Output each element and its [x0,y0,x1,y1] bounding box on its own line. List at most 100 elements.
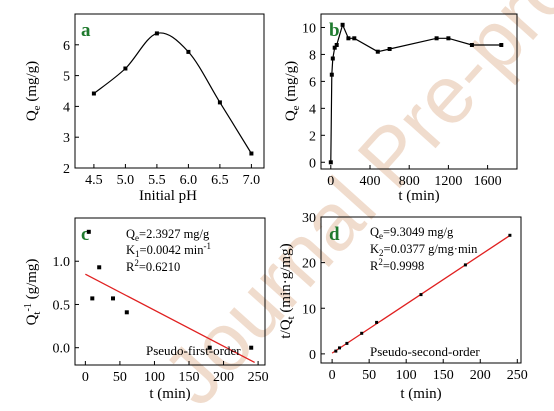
data-point [97,265,102,270]
r2-annotation-c: R2=0.6210 [126,258,180,274]
ticks-a: 4.5 5.0 5.5 6.0 6.5 7.0 2 3 4 5 6 [63,39,260,188]
x-tick-label: 250 [507,368,528,383]
x-tick-label: 100 [396,368,417,383]
qe-annotation-c: Qe=2.3927 mg/g [126,227,210,243]
x-axis-title-d: t (min) [400,386,441,402]
y-tick-label: 6 [63,39,70,54]
data-point [86,229,91,234]
plot-frame-c [74,217,266,366]
y-tick-label: 5 [63,70,70,85]
x-tick-label: 0 [329,368,336,383]
r2-annotation-d: R2=0.9998 [370,257,424,273]
data-point [124,310,129,315]
data-d [331,233,512,354]
data-point [154,31,159,36]
fit-line [85,273,255,363]
x-tick-label: 7.0 [243,173,261,188]
x-tick-label: 6.5 [211,173,229,188]
data-point [334,43,339,47]
x-tick-label: 200 [213,370,234,385]
x-tick-label: 150 [433,368,454,383]
y-tick-label: 10 [302,21,316,36]
y-tick-label: 2 [309,129,316,144]
k2-annotation-d: K2=0.0377 g/mg·min [370,242,478,258]
data-point [419,293,423,297]
y-tick-label: 0.5 [53,298,71,313]
data-c [85,229,255,363]
y-tick-label: 6 [309,75,316,90]
data-point [352,36,357,41]
data-point [123,66,128,71]
x-tick-label: 1200 [434,174,462,189]
panel-a: a 4.5 5.0 5.5 6.0 6.5 7.0 2 3 4 5 6 Qe (mg/g) Init… [24,13,265,204]
x-tick-label: 1600 [474,174,502,189]
x-tick-label: 0 [327,174,334,189]
data-point [499,43,504,47]
ticks-c: 0 50 100 150 200 250 0.0 0.5 1.0 [53,255,269,385]
x-tick-label: 400 [360,174,381,189]
y-tick-label: 4 [309,102,316,117]
data-point [346,36,351,41]
x-axis-title-c: t (min) [149,386,190,402]
x-tick-label: 800 [399,174,420,189]
data-point [375,320,379,324]
y-tick-label: 0 [309,348,316,363]
model-label-c: Pseudo-first-order [146,343,241,358]
x-tick-label: 6.0 [180,173,198,188]
data-point [91,91,96,96]
data-point [328,160,333,165]
plot-frame-a [74,13,265,169]
panel-label-d: d [329,224,340,245]
panel-label-c: c [81,224,89,245]
x-tick-label: 0 [82,370,89,385]
y-tick-label: 0.0 [53,342,71,357]
y-tick-label: 20 [302,257,316,272]
data-point [249,345,254,350]
data-point [332,45,337,50]
y-tick-label: 1.0 [53,255,71,270]
data-point [90,296,95,301]
x-tick-label: 200 [470,368,491,383]
model-label-d: Pseudo-second-order [370,344,480,359]
y-tick-label: 3 [63,131,70,146]
x-tick-label: 150 [179,370,200,385]
data-b [328,22,504,165]
data-point [446,36,451,41]
y-tick-label: 2 [63,162,70,177]
data-point [330,56,335,61]
data-point [329,72,334,77]
data-point [469,43,474,47]
y-tick-label: 30 [302,211,316,226]
data-a [91,31,254,156]
data-point [186,49,191,54]
k1-annotation-c: K1=0.0042 min-1 [126,241,211,259]
panel-label-a: a [81,20,91,41]
x-tick-label: 250 [248,370,269,385]
data-point [375,49,380,54]
data-point [508,233,512,237]
x-tick-label: 5.0 [117,173,135,188]
y-tick-label: 8 [309,48,316,63]
series-line [93,32,252,154]
ticks-b: 0 400 800 1200 1600 0 2 4 6 8 10 [302,21,502,189]
x-axis-title-b: t (min) [398,188,439,204]
x-tick-label: 5.5 [148,173,166,188]
ticks-d: 0 50 100 150 200 250 0 10 20 30 [302,211,528,383]
x-tick-label: 50 [362,368,376,383]
x-tick-label: 50 [113,370,127,385]
data-point [249,151,254,156]
qe-annotation-d: Qe=9.3049 mg/g [370,225,454,241]
x-axis-title-a: Initial pH [139,188,197,204]
data-point [387,47,392,51]
y-tick-label: 4 [63,100,70,115]
y-tick-label: 0 [309,156,316,171]
plot-frame-d [320,216,522,364]
x-tick-label: 100 [144,370,165,385]
panel-label-b: b [329,20,340,41]
data-point [463,263,467,267]
y-axis-title-c: Qt-1 (g/mg) [23,259,43,326]
y-tick-label: 10 [302,302,316,317]
data-point [207,345,212,350]
